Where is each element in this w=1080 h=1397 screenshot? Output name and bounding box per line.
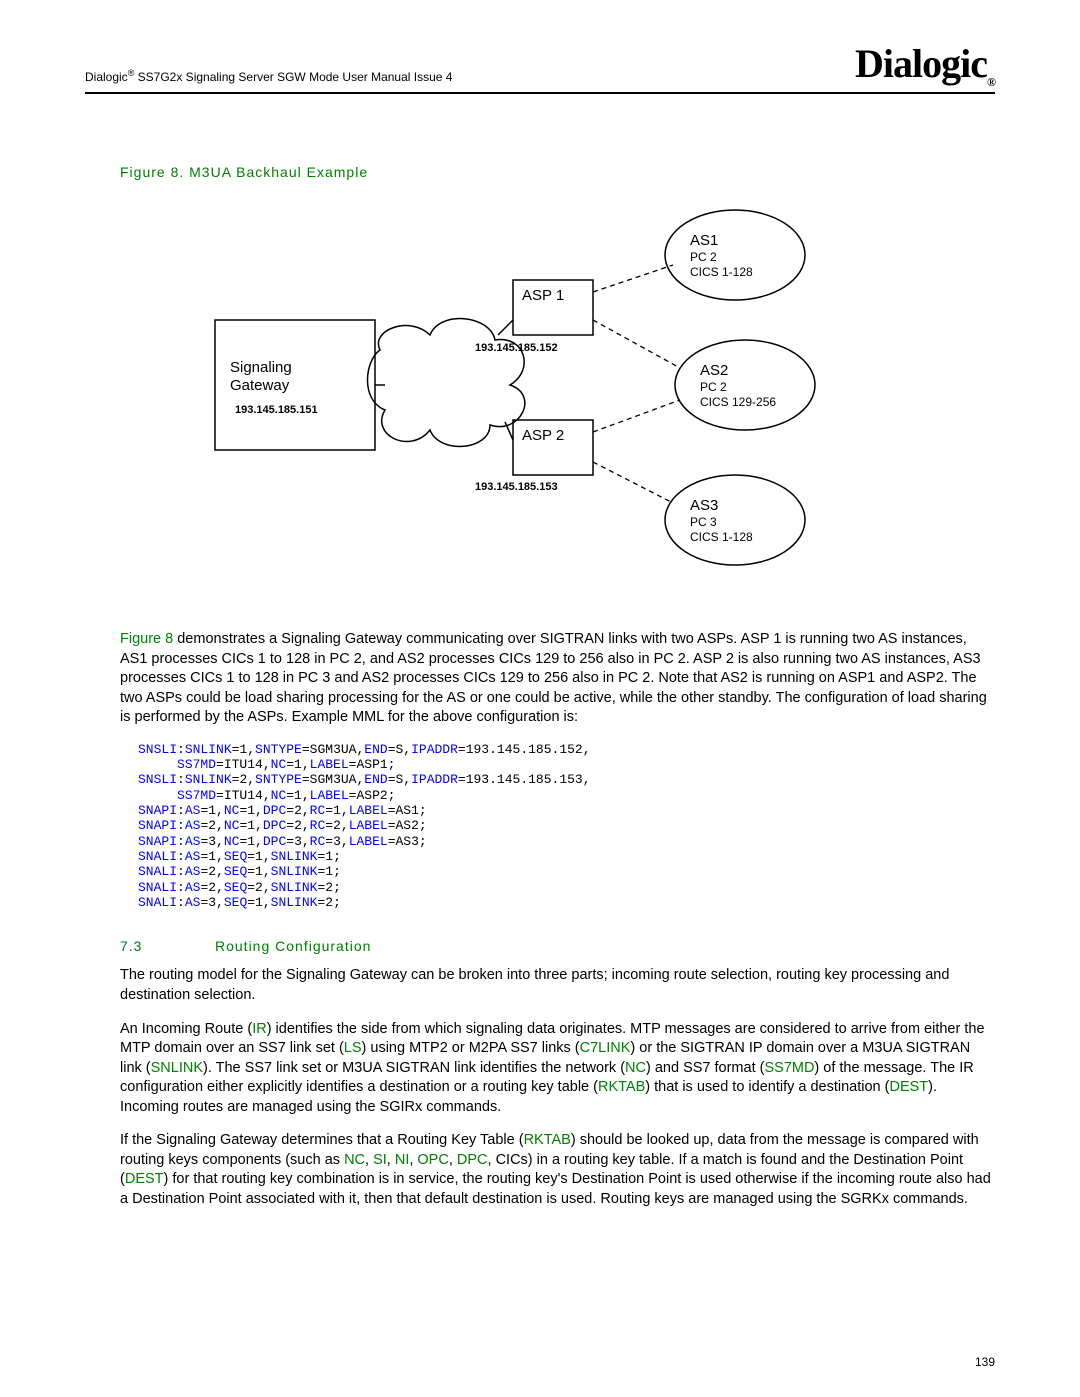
paragraph-1: Figure 8 demonstrates a Signaling Gatewa… bbox=[120, 630, 995, 728]
as2-l2: CICS 129-256 bbox=[700, 395, 776, 409]
sg-label-2: Gateway bbox=[230, 377, 290, 394]
figure-ref: Figure 8 bbox=[120, 631, 173, 647]
section-heading: 7.3 Routing Configuration bbox=[120, 938, 995, 954]
paragraph-3: An Incoming Route (IR) identifies the si… bbox=[120, 1020, 995, 1118]
asp1-label: ASP 1 bbox=[522, 287, 564, 304]
mml-code: SNSLI:SNLINK=1,SNTYPE=SGM3UA,END=S,IPADD… bbox=[138, 742, 995, 911]
section-number: 7.3 bbox=[120, 938, 215, 954]
brand-text: Dialogic bbox=[855, 41, 987, 86]
as3-l2: CICS 1-128 bbox=[690, 530, 753, 544]
sg-ip: 193.145.185.151 bbox=[235, 404, 318, 416]
as3-l1: PC 3 bbox=[690, 515, 717, 529]
figure-caption: Figure 8. M3UA Backhaul Example bbox=[120, 164, 995, 180]
page-number: 139 bbox=[975, 1355, 995, 1369]
as2-label: AS2 bbox=[700, 362, 728, 379]
asp1-ip: 193.145.185.152 bbox=[475, 342, 558, 354]
m3ua-diagram: Signaling Gateway 193.145.185.151 ASP 1 … bbox=[120, 200, 880, 600]
header-suffix: SS7G2x Signaling Server SGW Mode User Ma… bbox=[134, 70, 452, 84]
sg-label-1: Signaling bbox=[230, 359, 292, 376]
para1-tail: demonstrates a Signaling Gateway communi… bbox=[120, 631, 987, 725]
as3-label: AS3 bbox=[690, 497, 718, 514]
brand-logo: Dialogic® bbox=[855, 40, 995, 90]
page-header: Dialogic® SS7G2x Signaling Server SGW Mo… bbox=[85, 40, 995, 94]
asp2-ip: 193.145.185.153 bbox=[475, 481, 558, 493]
as1-l2: CICS 1-128 bbox=[690, 265, 753, 279]
as2-l1: PC 2 bbox=[700, 380, 727, 394]
asp2-label: ASP 2 bbox=[522, 427, 564, 444]
as1-label: AS1 bbox=[690, 232, 718, 249]
paragraph-4: If the Signaling Gateway determines that… bbox=[120, 1131, 995, 1209]
paragraph-2: The routing model for the Signaling Gate… bbox=[120, 966, 995, 1005]
section-title: Routing Configuration bbox=[215, 938, 371, 954]
brand-reg: ® bbox=[987, 75, 995, 89]
header-left: Dialogic® SS7G2x Signaling Server SGW Mo… bbox=[85, 68, 452, 90]
as1-l1: PC 2 bbox=[690, 250, 717, 264]
header-product: Dialogic bbox=[85, 70, 128, 84]
